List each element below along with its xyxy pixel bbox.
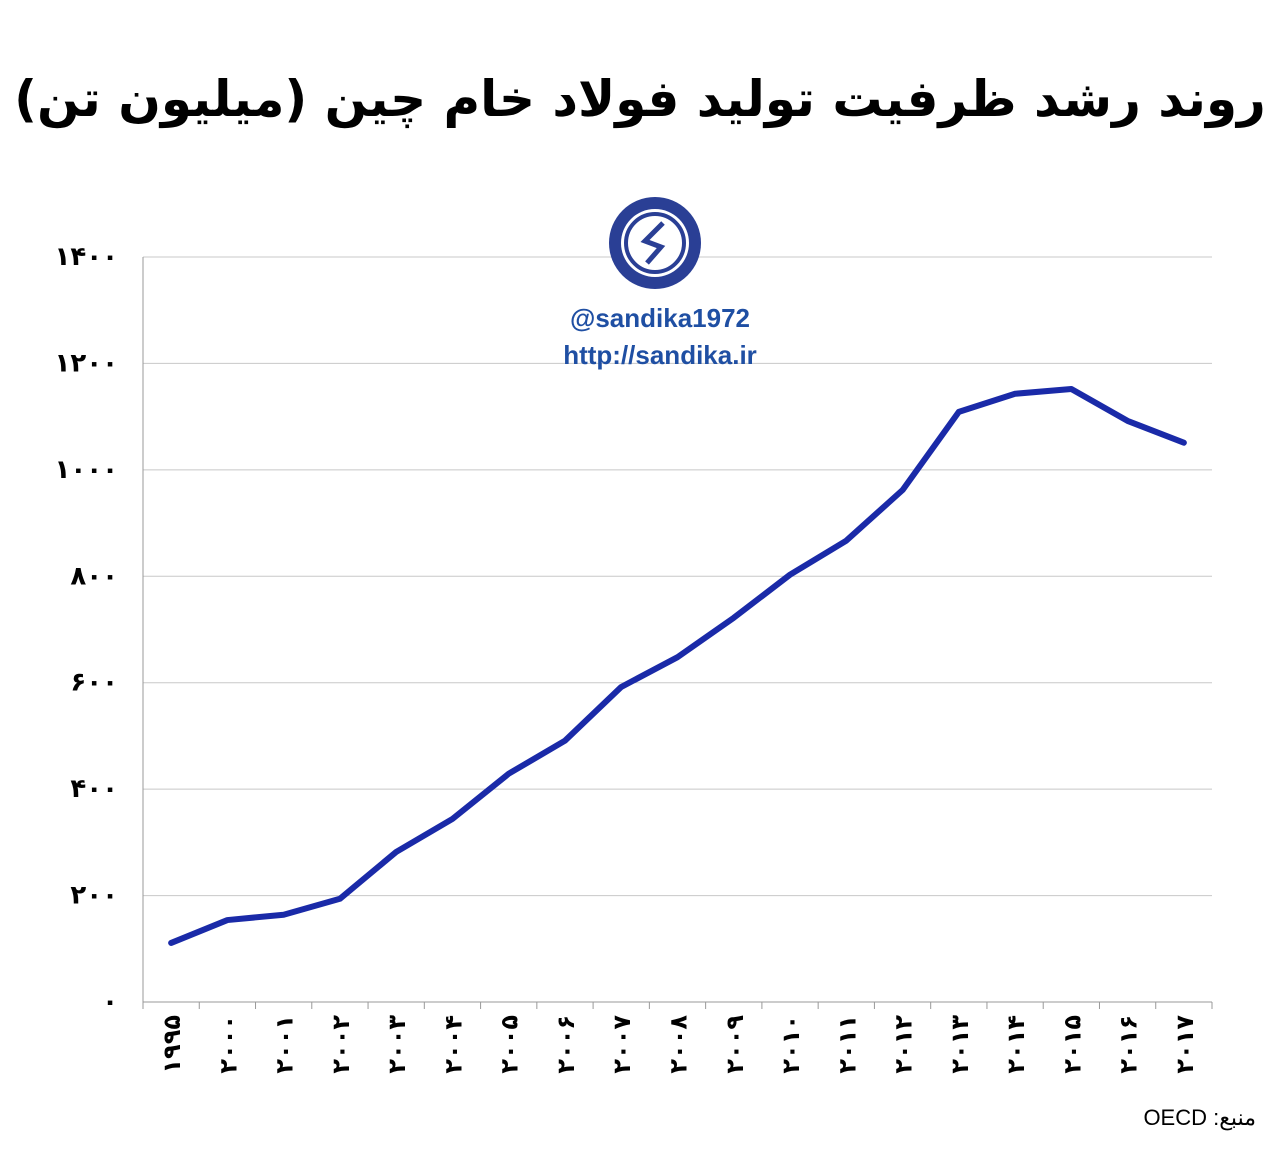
- x-tick-label: ۲۰۰۴: [439, 1015, 467, 1074]
- x-tick-label: ۲۰۰۲: [327, 1015, 355, 1074]
- x-tick-label: ۲۰۱۳: [946, 1015, 974, 1074]
- x-tick-label: ۱۹۹۵: [158, 1015, 186, 1074]
- chart-title: روند رشد ظرفیت تولید فولاد خام چین (میلی…: [14, 70, 1266, 128]
- y-tick-label: ۰: [102, 987, 118, 1017]
- y-tick-label: ۶۰۰: [70, 668, 118, 698]
- x-tick-label: ۲۰۰۷: [608, 1015, 636, 1074]
- watermark-handle: @sandika1972: [569, 303, 751, 333]
- x-tick-label: ۲۰۱۶: [1115, 1015, 1143, 1074]
- y-tick-label: ۱۴۰۰: [55, 242, 118, 272]
- x-tick-label: ۲۰۱۴: [1002, 1015, 1030, 1074]
- x-tick-label: ۲۰۰۸: [665, 1015, 693, 1074]
- x-tick-label: ۲۰۰۳: [383, 1015, 411, 1074]
- y-tick-label: ۲۰۰: [70, 881, 118, 911]
- x-tick-label: ۲۰۰۹: [721, 1015, 749, 1074]
- watermark-url[interactable]: http://sandika.ir: [563, 340, 757, 370]
- x-tick-label: ۲۰۰۵: [496, 1015, 524, 1074]
- y-tick-label: ۱۰۰۰: [55, 455, 118, 485]
- source-note: منبع: OECD: [1143, 1105, 1256, 1130]
- sandika-logo: [609, 197, 701, 289]
- series-line: [168, 385, 1187, 946]
- x-tick-label: ۲۰۱۲: [890, 1015, 918, 1074]
- y-tick-label: ۸۰۰: [70, 561, 118, 591]
- x-tick-label: ۲۰۱۱: [833, 1015, 861, 1074]
- y-tick-label: ۱۲۰۰: [55, 348, 118, 378]
- x-tick-label: ۲۰۱۷: [1171, 1015, 1199, 1074]
- x-tick-label: ۲۰۰۶: [552, 1015, 580, 1074]
- y-tick-label: ۴۰۰: [70, 774, 118, 804]
- x-tick-label: ۲۰۱۵: [1058, 1015, 1086, 1074]
- x-tick-label: ۲۰۰۱: [271, 1015, 299, 1074]
- x-tick-label: ۲۰۰۰: [214, 1015, 242, 1074]
- x-tick-label: ۲۰۱۰: [777, 1015, 805, 1074]
